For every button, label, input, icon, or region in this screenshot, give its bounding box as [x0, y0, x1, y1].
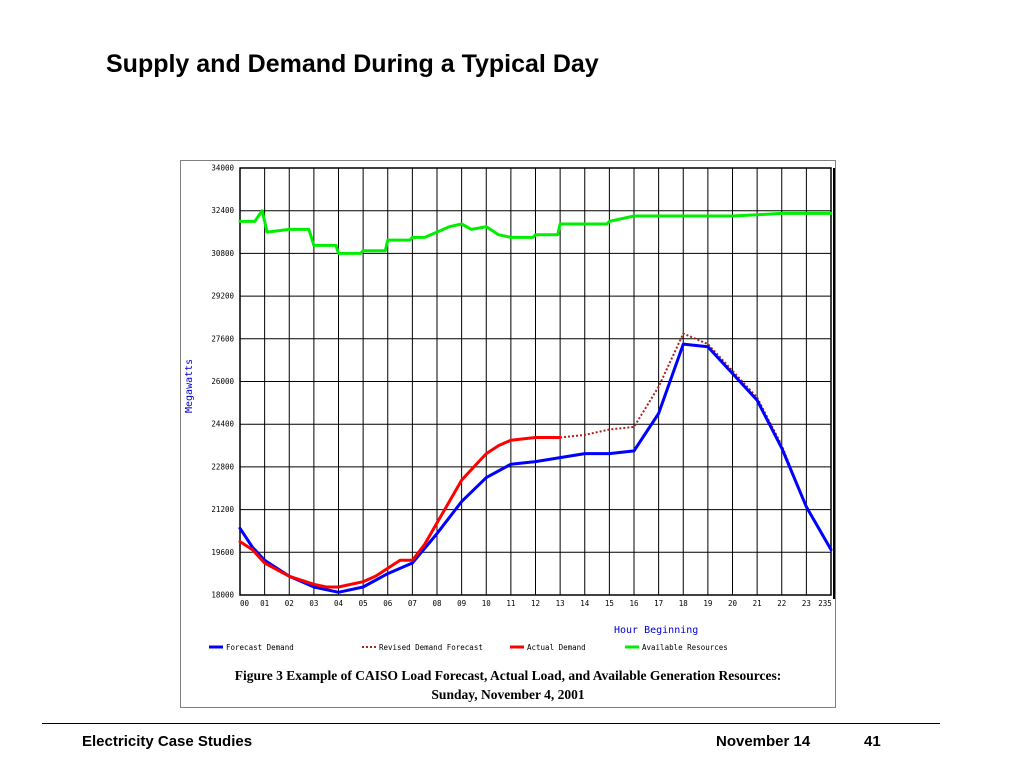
footer-date: November 14 [716, 733, 811, 750]
footer-page-number: 41 [864, 733, 881, 750]
x-tick-label: 00 [240, 599, 250, 608]
slide-title: Supply and Demand During a Typical Day [106, 50, 599, 78]
y-tick-label: 27600 [211, 334, 234, 343]
y-tick-label: 21200 [211, 505, 234, 514]
figure-caption-line-2: Sunday, November 4, 2001 [431, 687, 585, 702]
x-axis-ticks: 00 01 02 03 04 05 06 07 08 09 10 11 12 13 14 15 16 17 18 19… [240, 599, 832, 608]
legend-label: Forecast Demand [226, 643, 294, 652]
x-tick-label: 22 [777, 599, 786, 608]
x-tick-label: 15 [605, 599, 614, 608]
y-axis-label: Megawatts [184, 359, 195, 413]
x-tick-label: 23 [802, 599, 811, 608]
x-tick-label: 21 [753, 599, 762, 608]
x-tick-label: 02 [285, 599, 294, 608]
x-tick-label: 16 [629, 599, 639, 608]
x-axis-label: Hour Beginning [614, 625, 698, 636]
legend-label: Revised Demand Forecast [379, 643, 483, 652]
y-tick-label: 22800 [211, 462, 234, 471]
y-tick-label: 24400 [211, 420, 234, 429]
x-tick-label: 13 [556, 599, 565, 608]
x-tick-label: 10 [482, 599, 492, 608]
figure-caption: Figure 3 Example of CAISO Load Forecast,… [181, 666, 835, 704]
chart-series-lines [238, 209, 833, 594]
x-tick-label: 14 [580, 599, 590, 608]
y-tick-label: 34000 [211, 164, 234, 173]
x-tick-label: 05 [359, 599, 368, 608]
x-tick-label: 235 [818, 599, 832, 608]
series-line-forecast-demand [238, 342, 833, 594]
x-tick-label: 03 [309, 599, 318, 608]
x-tick-label: 06 [383, 599, 393, 608]
x-tick-label: 01 [260, 599, 269, 608]
x-tick-label: 07 [408, 599, 417, 608]
x-tick-label: 08 [432, 599, 442, 608]
footer-divider [42, 723, 940, 724]
y-tick-label: 26000 [211, 377, 234, 386]
figure-caption-line-1: Figure 3 Example of CAISO Load Forecast,… [234, 668, 782, 683]
x-tick-label: 12 [531, 599, 540, 608]
x-tick-label: 18 [679, 599, 689, 608]
legend-label: Actual Demand [527, 643, 586, 652]
y-tick-label: 29200 [211, 292, 234, 301]
x-tick-label: 17 [654, 599, 663, 608]
legend-label: Available Resources [642, 643, 728, 652]
x-tick-label: 20 [728, 599, 738, 608]
y-tick-label: 30800 [211, 249, 234, 258]
y-tick-label: 32400 [211, 206, 234, 215]
y-tick-label: 18000 [211, 591, 234, 600]
y-tick-label: 19600 [211, 548, 234, 557]
x-tick-label: 11 [506, 599, 515, 608]
footer-presentation-title: Electricity Case Studies [82, 733, 253, 750]
y-axis-ticks: 18000 19600 21200 22800 24400 26000 27600 29200… [211, 164, 234, 600]
series-line-actual-demand [238, 436, 562, 589]
x-tick-label: 04 [334, 599, 344, 608]
x-tick-label: 09 [457, 599, 466, 608]
series-line-available-resources [238, 209, 833, 255]
chart-grid [239, 167, 835, 599]
chart-legend: Forecast Demand Revised Demand Forecast Ac… [209, 643, 728, 652]
x-tick-label: 19 [703, 599, 712, 608]
